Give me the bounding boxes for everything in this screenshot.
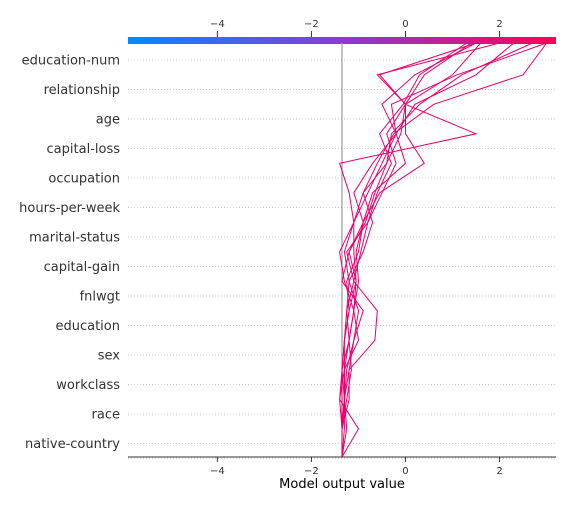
x-axis-ticks: −4 −2 0 2 <box>210 457 503 477</box>
decision-line <box>342 43 481 457</box>
decision-lines <box>340 43 547 457</box>
decision-line <box>340 43 547 457</box>
feature-label: education-num <box>22 54 120 69</box>
feature-label: race <box>92 408 120 423</box>
decision-line <box>342 43 533 457</box>
feature-label: sex <box>98 349 121 364</box>
x-tick-label: −2 <box>304 466 319 477</box>
colorbar-tick-label: 0 <box>402 19 408 30</box>
feature-label: occupation <box>48 172 120 187</box>
decision-line <box>342 43 476 457</box>
feature-label: marital-status <box>29 231 120 246</box>
x-tick-label: 0 <box>402 466 408 477</box>
feature-label: capital-gain <box>44 260 120 275</box>
x-tick-label: −4 <box>210 466 225 477</box>
decision-line <box>340 43 476 457</box>
decision-line <box>342 43 467 457</box>
feature-label: age <box>96 113 120 128</box>
feature-label: relationship <box>44 83 120 98</box>
feature-label: native-country <box>25 437 120 452</box>
colorbar-ticks: −4 −2 0 2 <box>210 19 503 37</box>
colorbar-tick-label: −2 <box>304 19 319 30</box>
colorbar-tick-label: −4 <box>210 19 225 30</box>
feature-labels: education-num relationship age capital-loss… <box>19 54 120 453</box>
feature-label: capital-loss <box>47 142 121 157</box>
x-tick-label: 2 <box>496 466 502 477</box>
feature-label: fnlwgt <box>80 290 120 305</box>
colorbar-tick-label: 2 <box>496 19 502 30</box>
feature-label: workclass <box>56 378 120 393</box>
feature-label: education <box>55 319 120 334</box>
decision-line <box>342 43 514 457</box>
decision-line <box>342 43 547 457</box>
colorbar <box>128 37 556 44</box>
feature-label: hours-per-week <box>19 201 120 216</box>
x-axis-label: Model output value <box>279 477 405 492</box>
